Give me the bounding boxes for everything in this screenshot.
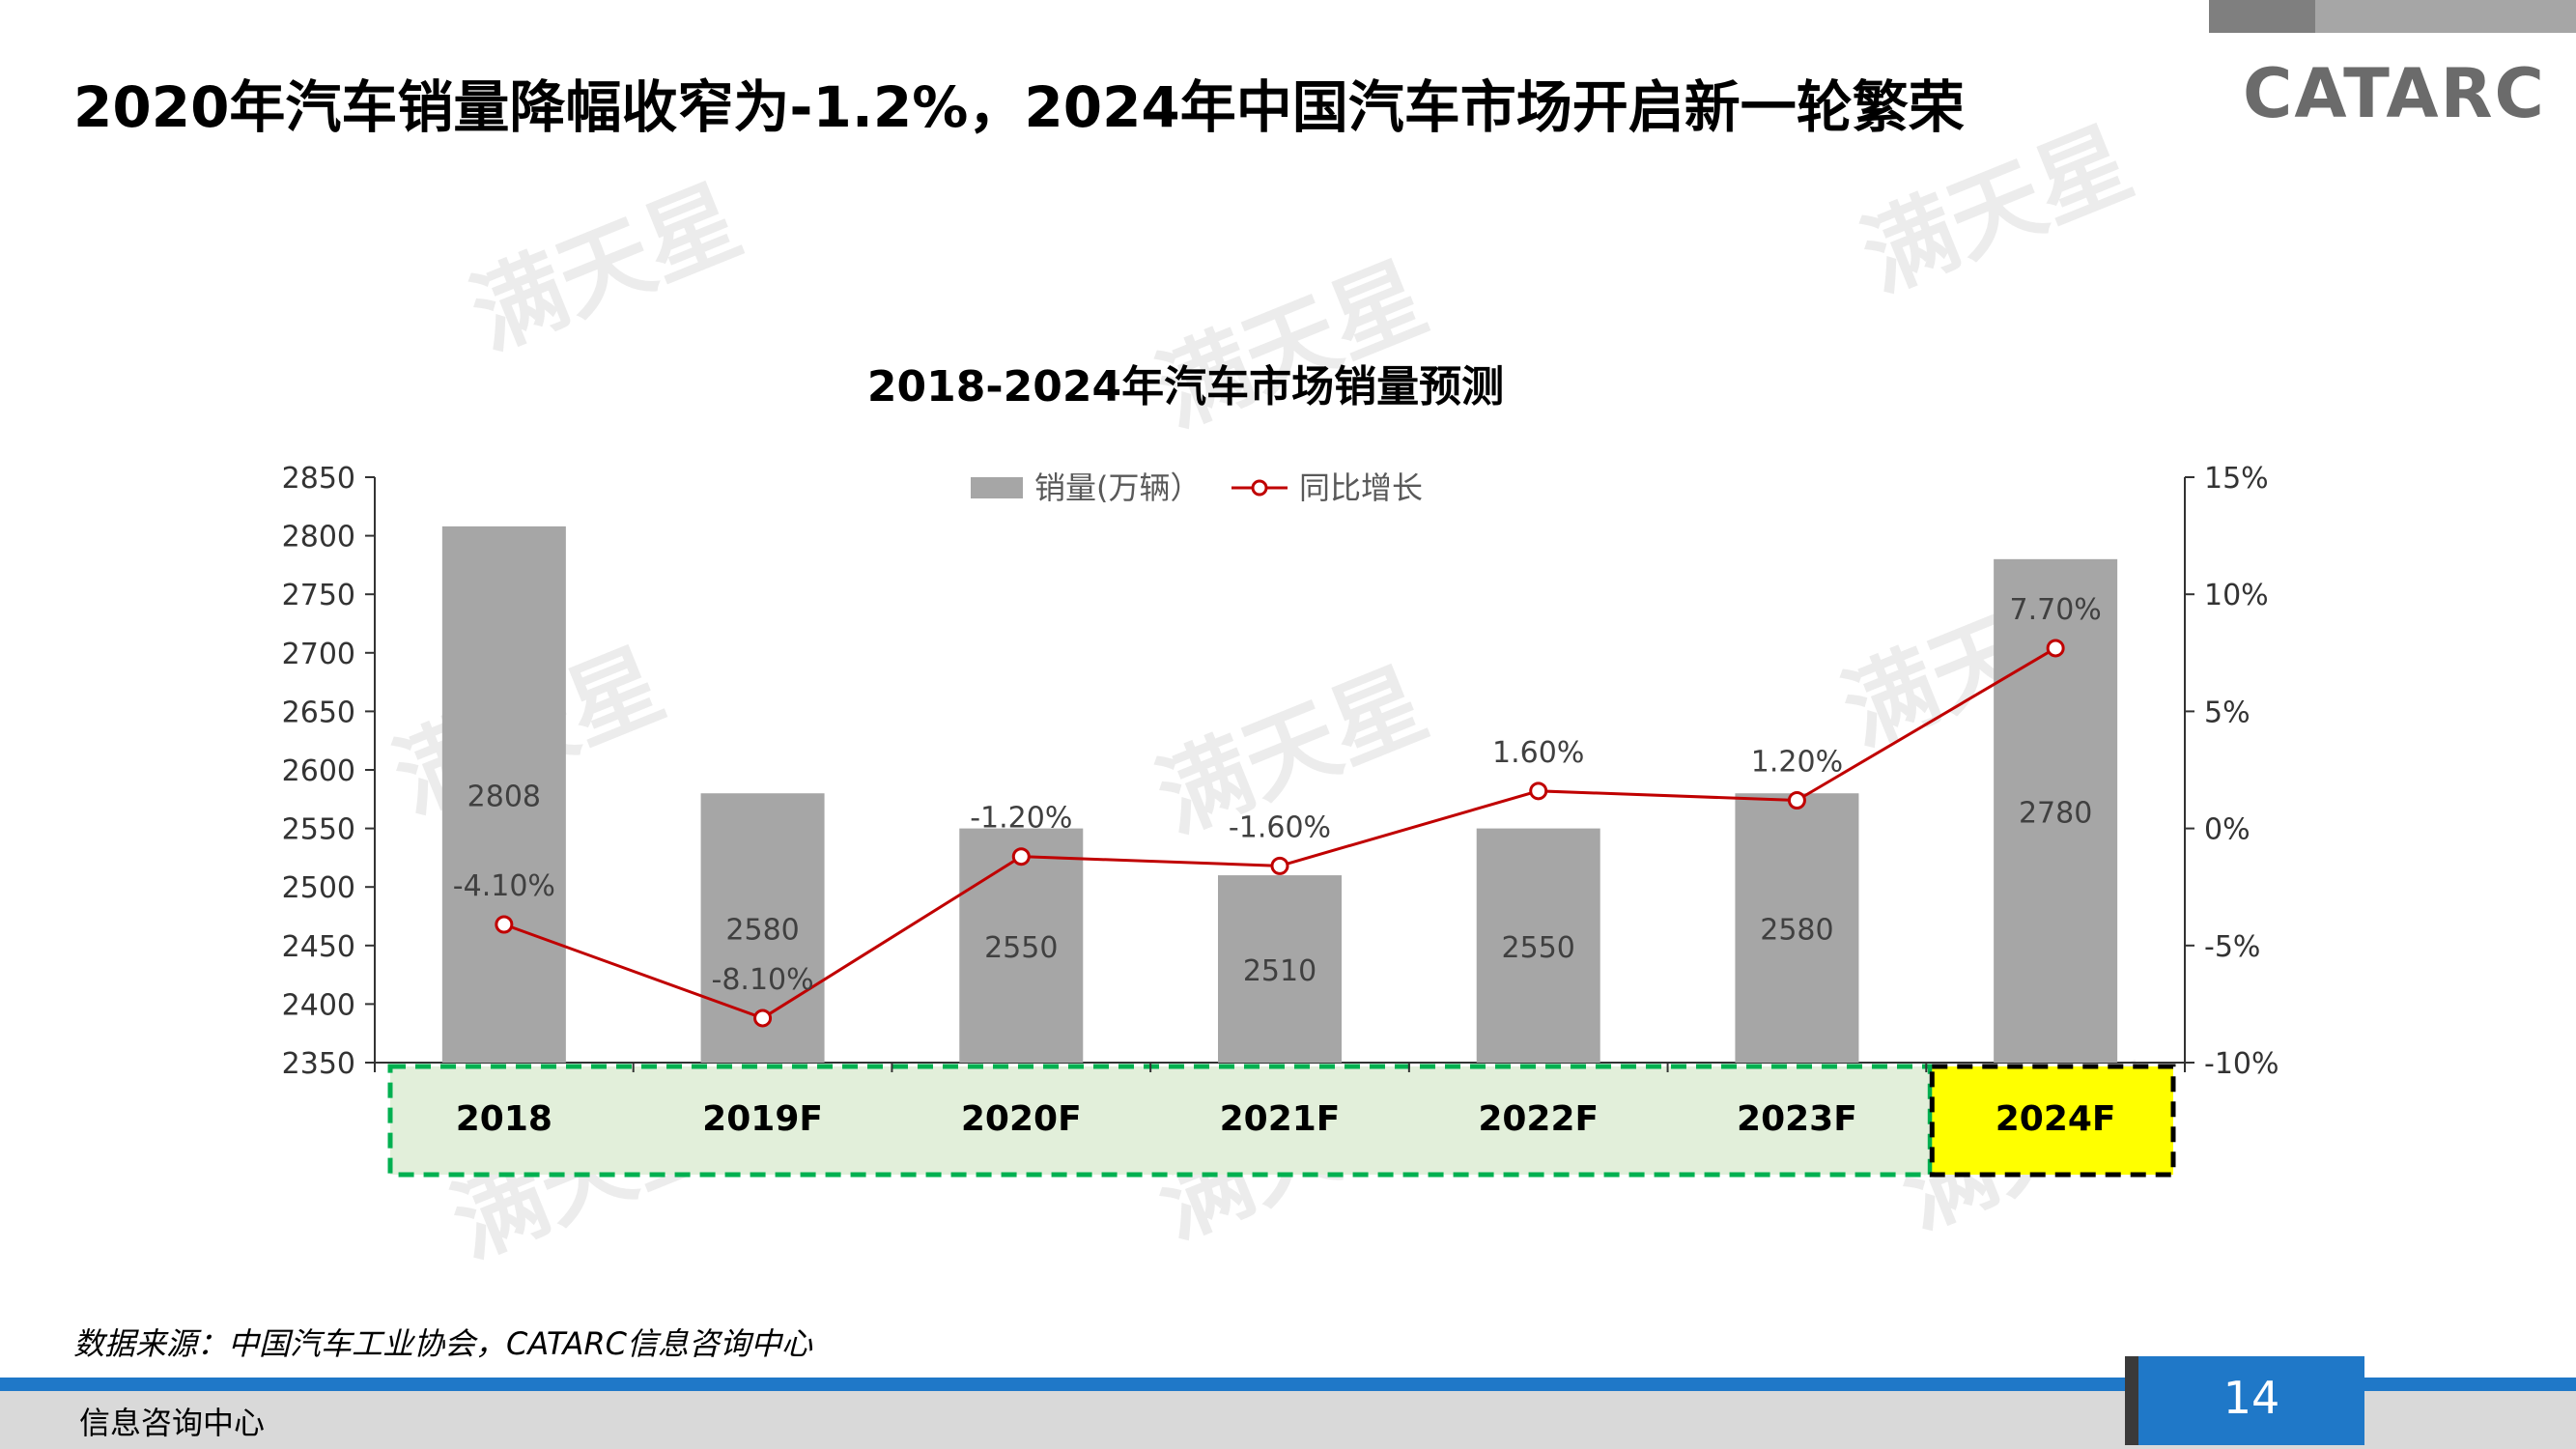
page-number-box: 14 <box>2125 1356 2364 1445</box>
right-tick-label: 0% <box>2204 813 2250 847</box>
bar-value-label: 2580 <box>1760 914 1833 948</box>
growth-point-2018 <box>495 915 514 934</box>
x-tick-label: 2019F <box>702 1099 823 1139</box>
legend-label-growth: 同比增长 <box>1299 469 1423 506</box>
bar-value-label: 2808 <box>467 780 541 813</box>
chart-title: 2018-2024年汽车市场销量预测 <box>866 362 1505 412</box>
category-box-green <box>387 1064 1933 1178</box>
x-tick-label: 2023F <box>1737 1099 1857 1139</box>
growth-point-2024F <box>2046 639 2065 658</box>
footer-line <box>0 1378 2576 1391</box>
right-tick-label: -5% <box>2204 930 2260 964</box>
legend-marker-growth <box>1251 479 1268 497</box>
left-tick-label: 2600 <box>282 754 355 788</box>
growth-value-label: -1.20% <box>970 802 1072 836</box>
growth-value-label: 1.60% <box>1492 736 1584 770</box>
growth-point-2021F <box>1270 856 1289 875</box>
source-note: 数据来源：中国汽车工业协会，CATARC信息咨询中心 <box>73 1325 812 1362</box>
bar-2018 <box>441 526 566 1063</box>
right-tick-label: -10% <box>2204 1047 2279 1081</box>
growth-value-label: 7.70% <box>2009 593 2101 627</box>
bar-2023F <box>1735 793 1859 1063</box>
left-tick-label: 2700 <box>282 638 355 671</box>
catarc-logo: CATARC <box>2243 54 2546 133</box>
top-accent-bar <box>2209 0 2576 33</box>
right-tick-label: 15% <box>2204 462 2269 496</box>
left-tick-label: 2550 <box>282 813 355 847</box>
bar-2021F <box>1218 875 1342 1063</box>
growth-point-2019F <box>753 1009 773 1028</box>
growth-point-2023F <box>1787 791 1806 810</box>
left-tick-label: 2850 <box>282 462 355 496</box>
left-tick-label: 2400 <box>282 988 355 1022</box>
left-tick-label: 2500 <box>282 871 355 905</box>
footer-text: 信息咨询中心 <box>79 1405 266 1441</box>
growth-value-label: -4.10% <box>453 869 555 903</box>
left-tick-label: 2800 <box>282 521 355 554</box>
x-tick-label: 2024F <box>1996 1099 2116 1139</box>
legend-label-sales: 销量(万辆） <box>1034 469 1202 506</box>
right-tick-label: 10% <box>2204 579 2269 612</box>
right-tick-label: 5% <box>2204 696 2250 729</box>
page-number: 14 <box>2222 1372 2280 1424</box>
category-box-highlight <box>1929 1064 2176 1178</box>
x-tick-label: 2020F <box>961 1099 1082 1139</box>
bar-value-label: 2510 <box>1243 954 1316 988</box>
bar-value-label: 2550 <box>1502 931 1575 965</box>
page-title: 2020年汽车销量降幅收窄为-1.2%，2024年中国汽车市场开启新一轮繁荣 <box>73 74 1965 140</box>
left-tick-label: 2450 <box>282 930 355 964</box>
growth-point-2020F <box>1011 847 1031 867</box>
top-accent-dark <box>2209 0 2315 33</box>
growth-value-label: -1.60% <box>1229 810 1331 844</box>
growth-value-label: 1.20% <box>1751 746 1843 780</box>
bar-value-label: 2580 <box>725 914 799 948</box>
bar-2022F <box>1476 828 1600 1063</box>
legend-swatch-sales <box>971 477 1023 498</box>
left-tick-label: 2350 <box>282 1047 355 1081</box>
x-tick-label: 2022F <box>1478 1099 1599 1139</box>
bar-2020F <box>959 828 1084 1063</box>
growth-value-label: -8.10% <box>712 963 814 997</box>
x-tick-label: 2021F <box>1220 1099 1341 1139</box>
bar-value-label: 2550 <box>984 931 1058 965</box>
left-tick-label: 2650 <box>282 696 355 729</box>
left-tick-label: 2750 <box>282 579 355 612</box>
sales-chart: 2850 2800 2750 2700 2650 2600 2550 2500 2450 2400… <box>282 462 2279 1178</box>
growth-point-2022F <box>1529 781 1548 801</box>
x-tick-label: 2018 <box>456 1099 552 1139</box>
bar-value-label: 2780 <box>2019 796 2092 830</box>
